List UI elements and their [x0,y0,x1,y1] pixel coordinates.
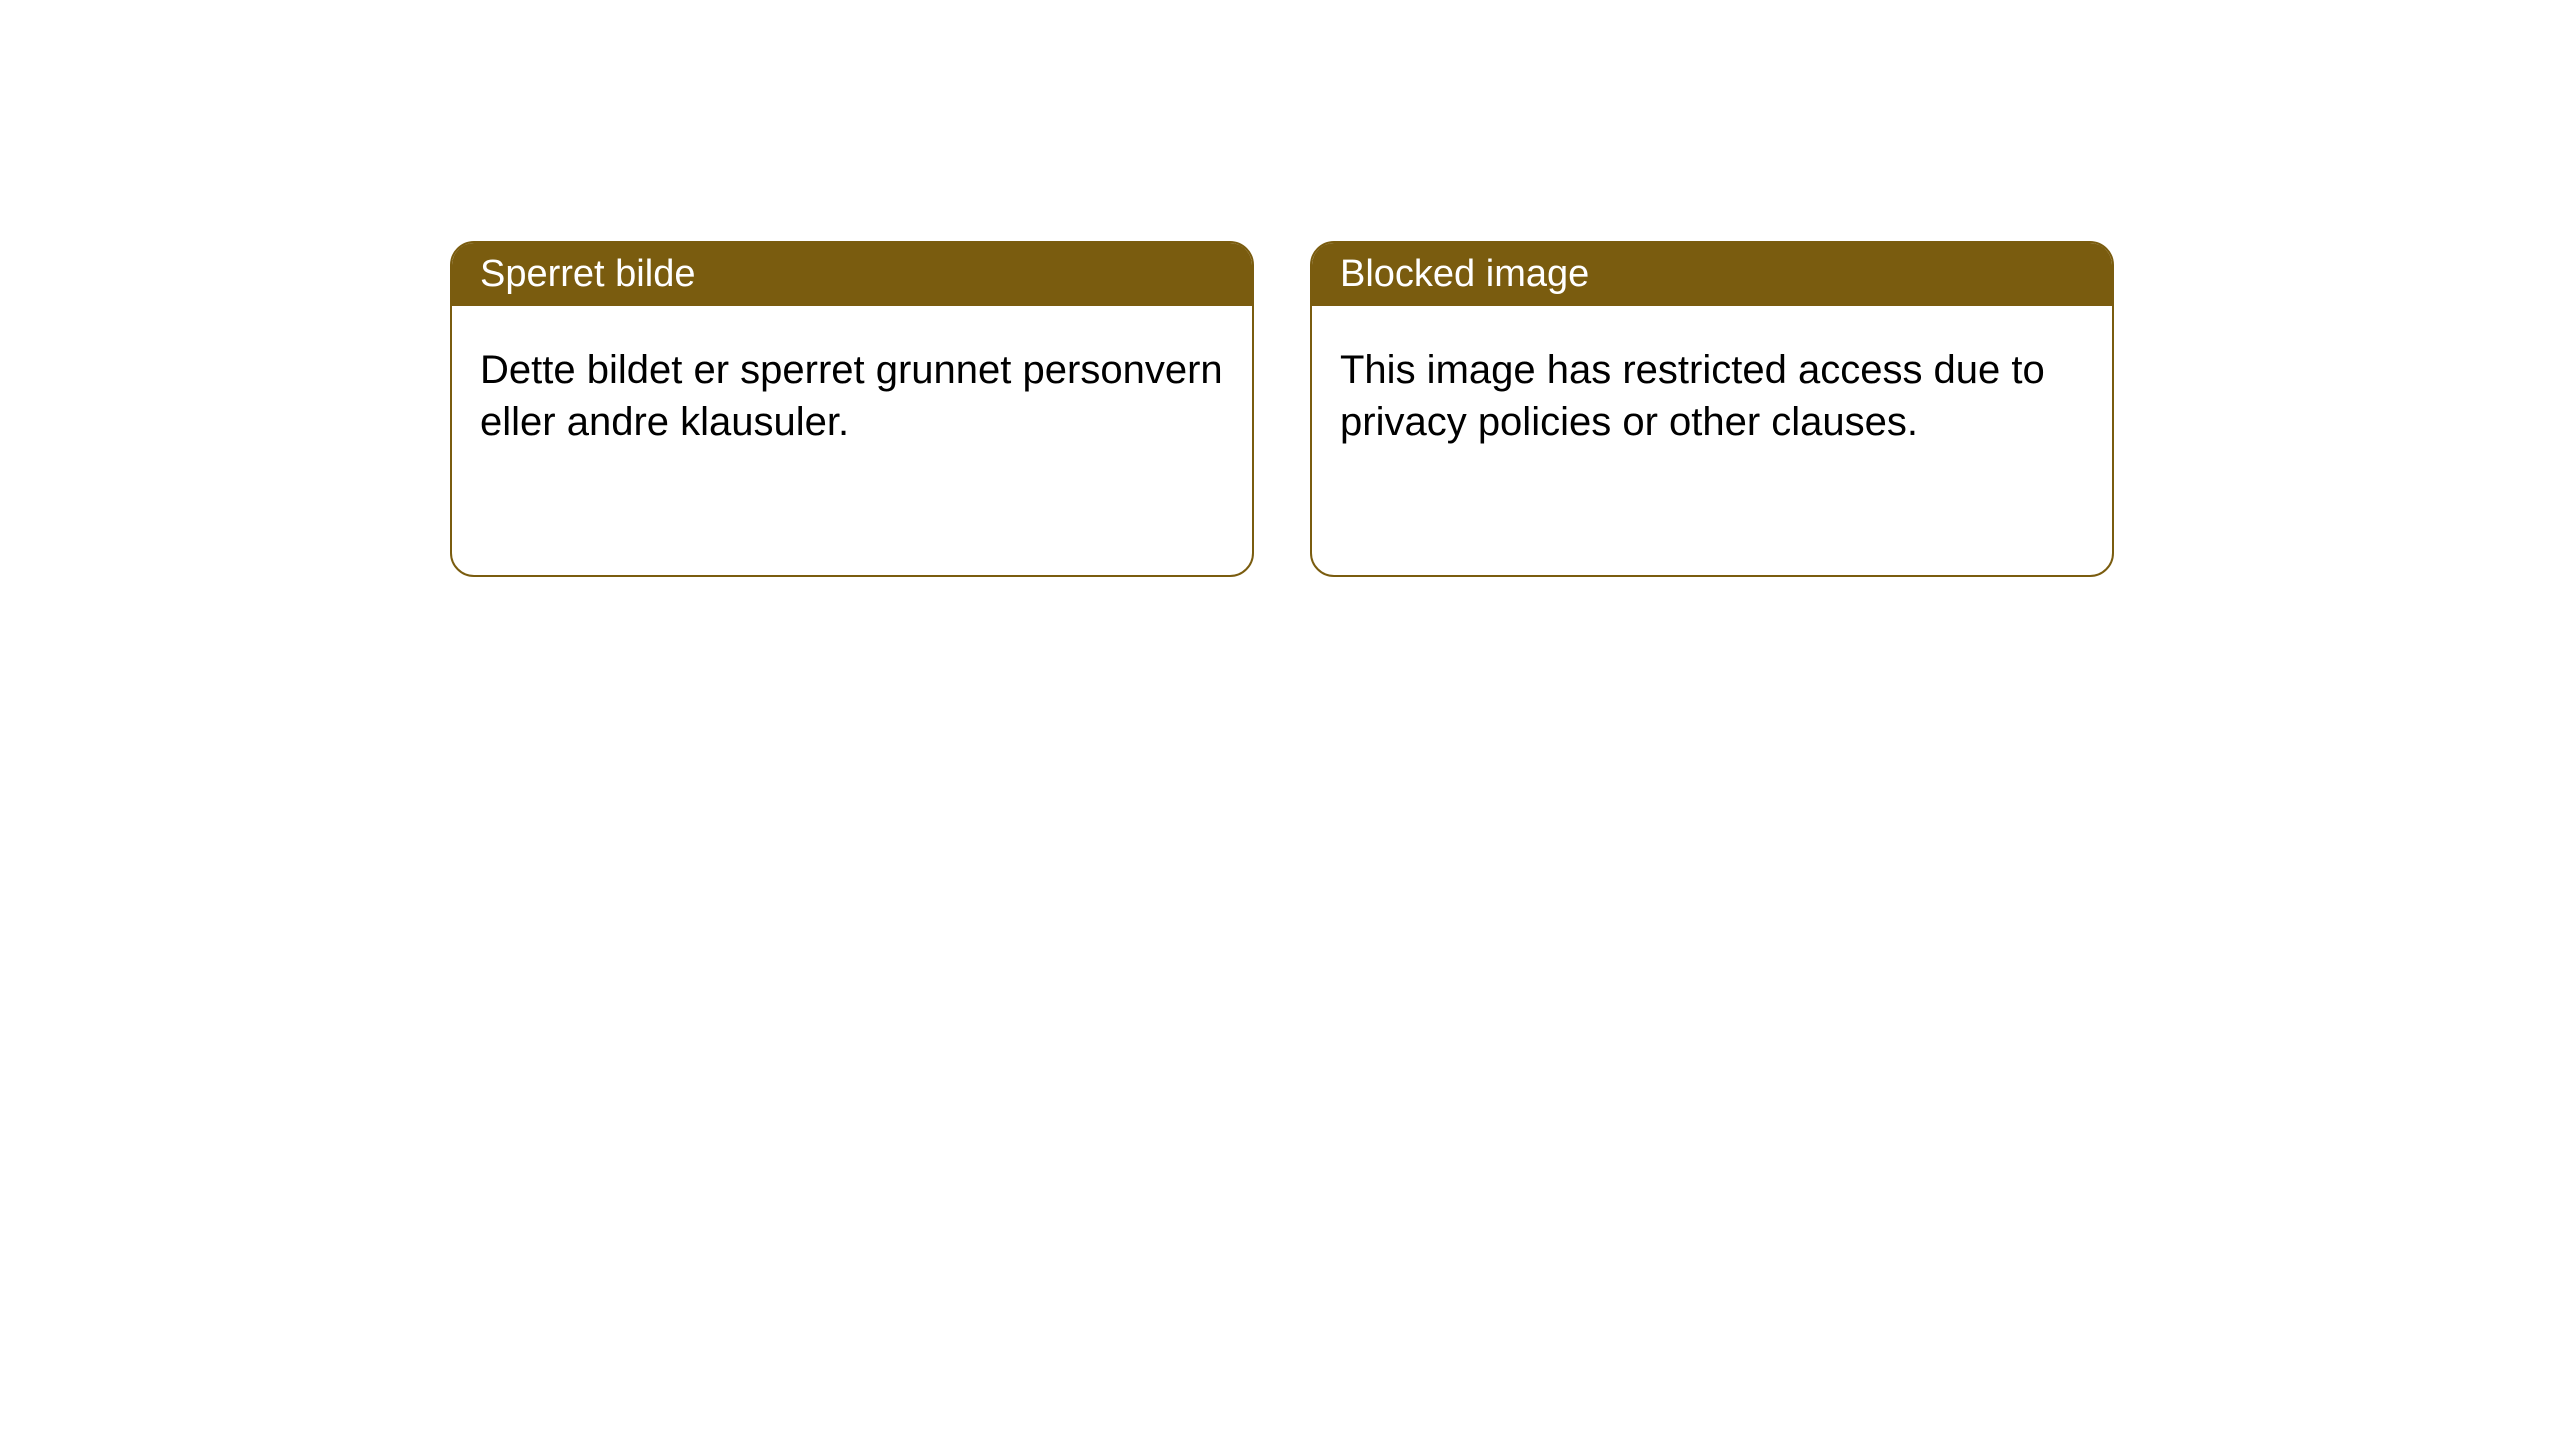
card-body: This image has restricted access due to … [1312,306,2112,486]
notice-container: Sperret bilde Dette bildet er sperret gr… [0,0,2560,577]
blocked-image-card-en: Blocked image This image has restricted … [1310,241,2114,577]
card-title: Sperret bilde [480,253,695,295]
blocked-image-card-no: Sperret bilde Dette bildet er sperret gr… [450,241,1254,577]
card-header: Sperret bilde [452,243,1252,306]
card-body: Dette bildet er sperret grunnet personve… [452,306,1252,486]
card-message: This image has restricted access due to … [1340,348,2045,444]
card-message: Dette bildet er sperret grunnet personve… [480,348,1223,444]
card-header: Blocked image [1312,243,2112,306]
card-title: Blocked image [1340,253,1589,295]
